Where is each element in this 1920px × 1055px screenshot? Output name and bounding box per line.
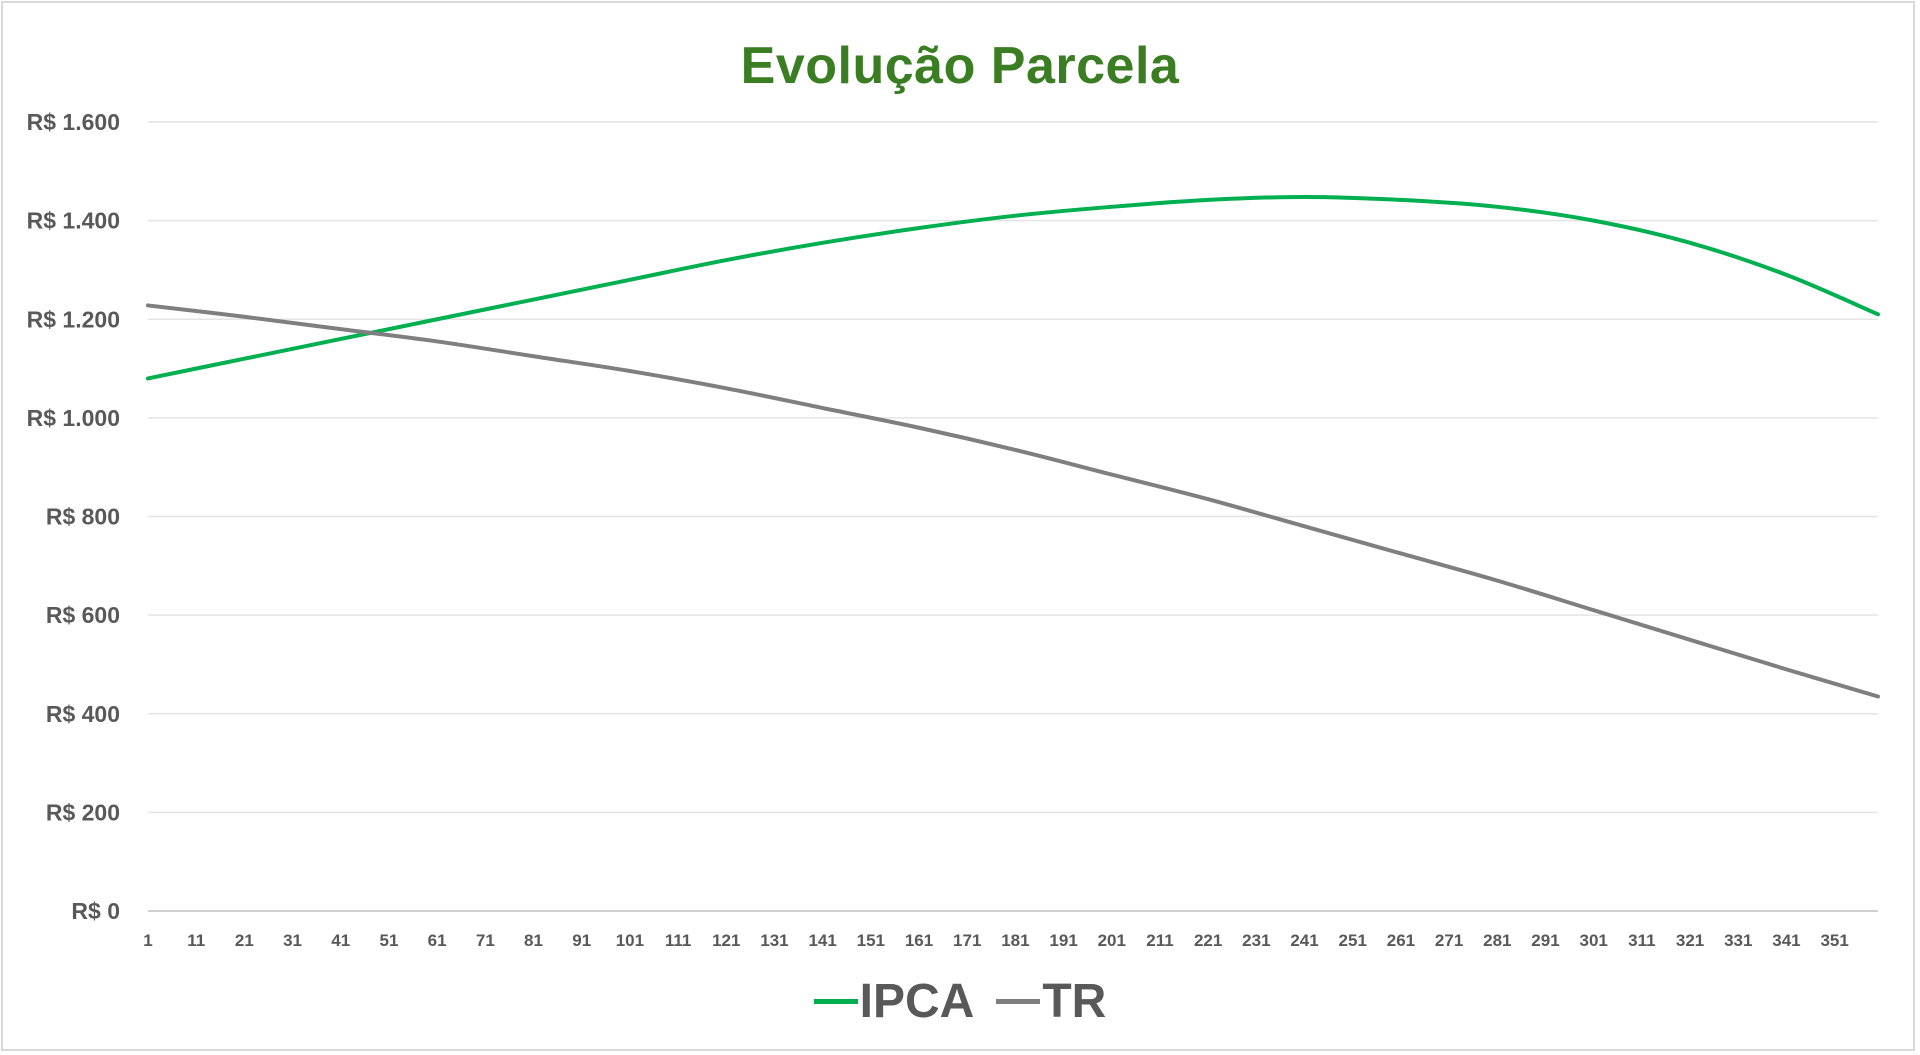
y-tick-label: R$ 800 xyxy=(46,504,120,530)
x-tick-label: 231 xyxy=(1242,931,1270,950)
x-tick-label: 291 xyxy=(1531,931,1559,950)
x-tick-label: 281 xyxy=(1483,931,1511,950)
x-tick-label: 121 xyxy=(712,931,740,950)
x-tick-label: 351 xyxy=(1820,931,1848,950)
legend-item-ipca: IPCA xyxy=(813,974,975,1029)
x-tick-label: 261 xyxy=(1387,931,1415,950)
x-tick-label: 221 xyxy=(1194,931,1222,950)
legend-label: IPCA xyxy=(859,974,975,1028)
y-tick-label: R$ 200 xyxy=(46,799,120,825)
x-tick-label: 161 xyxy=(905,931,933,950)
x-tick-label: 201 xyxy=(1098,931,1126,950)
x-tick-label: 41 xyxy=(331,931,350,950)
x-tick-label: 21 xyxy=(235,931,254,950)
x-tick-label: 311 xyxy=(1628,931,1655,950)
y-tick-label: R$ 1.400 xyxy=(27,208,120,234)
x-tick-label: 211 xyxy=(1146,931,1173,950)
legend-swatch xyxy=(813,998,858,1004)
legend-swatch xyxy=(996,998,1041,1004)
y-tick-label: R$ 400 xyxy=(46,701,120,727)
x-tick-label: 61 xyxy=(428,931,447,950)
legend: IPCA TR xyxy=(0,970,1920,1032)
y-tick-label: R$ 1.200 xyxy=(27,306,120,332)
x-tick-label: 301 xyxy=(1579,931,1607,950)
x-tick-label: 1 xyxy=(143,931,152,950)
x-tick-label: 331 xyxy=(1724,931,1752,950)
x-tick-label: 241 xyxy=(1290,931,1318,950)
x-tick-label: 341 xyxy=(1772,931,1800,950)
x-tick-label: 181 xyxy=(1001,931,1029,950)
legend-item-tr: TR xyxy=(996,974,1106,1029)
y-tick-label: R$ 1.000 xyxy=(27,405,120,431)
legend-label: TR xyxy=(1042,974,1107,1028)
x-tick-label: 71 xyxy=(476,931,495,950)
chart-title: Evolução Parcela xyxy=(740,37,1180,95)
x-tick-label: 141 xyxy=(808,931,836,950)
y-tick-label: R$ 0 xyxy=(71,898,120,924)
y-tick-label: R$ 600 xyxy=(46,602,120,628)
x-tick-label: 151 xyxy=(857,931,885,950)
x-tick-label: 321 xyxy=(1676,931,1704,950)
y-tick-label: R$ 1.600 xyxy=(27,109,120,135)
series-line-tr xyxy=(146,303,1880,699)
x-tick-label: 171 xyxy=(953,931,981,950)
x-tick-label: 31 xyxy=(283,931,302,950)
x-tick-label: 271 xyxy=(1435,931,1463,950)
x-tick-label: 131 xyxy=(760,931,788,950)
series-line-ipca xyxy=(146,194,1880,381)
x-tick-label: 251 xyxy=(1339,931,1367,950)
x-tick-label: 191 xyxy=(1049,931,1077,950)
x-tick-label: 91 xyxy=(572,931,591,950)
x-tick-label: 81 xyxy=(524,931,543,950)
x-tick-label: 101 xyxy=(616,931,644,950)
x-tick-label: 51 xyxy=(379,931,398,950)
x-tick-label: 11 xyxy=(187,931,205,950)
x-tick-label: 111 xyxy=(665,931,692,950)
